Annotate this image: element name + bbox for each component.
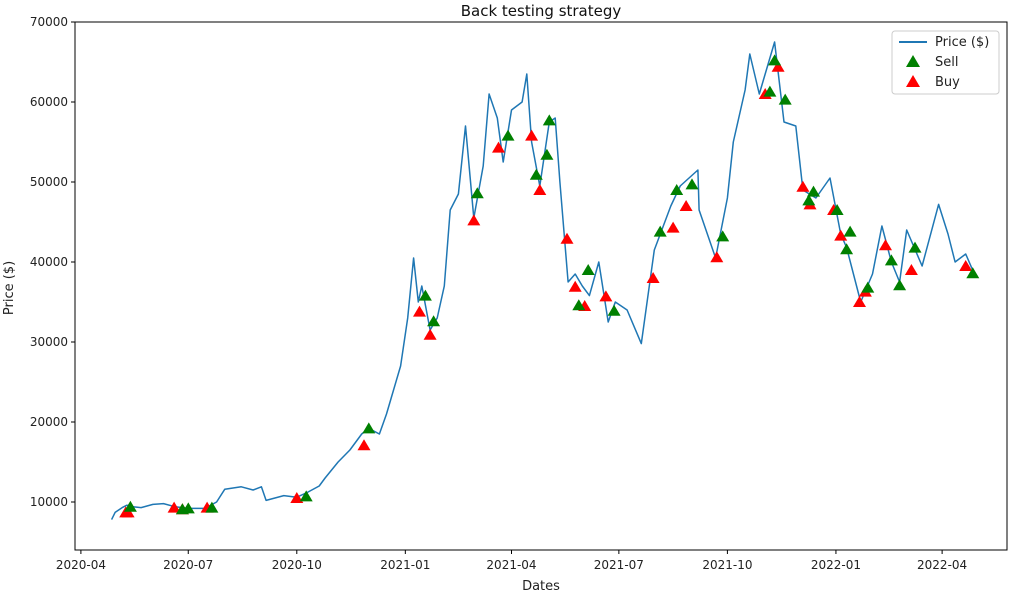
buy-marker [167,501,181,513]
y-axis-label: Price ($) [2,261,17,315]
sell-marker [299,490,313,502]
sell-marker [362,422,376,434]
x-tick-label: 2020-04 [56,558,106,572]
sell-marker [205,501,219,513]
buy-marker [853,296,866,307]
y-tick-label: 20000 [30,415,68,429]
buy-marker [710,251,724,263]
sell-marker [884,254,898,266]
sell-marker [840,243,854,255]
sell-marker [529,168,543,180]
buy-marker [121,506,135,518]
legend-price-label: Price ($) [935,35,989,50]
sell-marker [778,93,792,105]
y-tick-label: 50000 [30,175,68,189]
buy-marker [492,141,505,153]
x-tick-label: 2020-07 [163,558,213,572]
sell-marker [470,187,484,199]
sell-marker [893,279,907,291]
sell-marker [181,502,195,514]
legend-box [891,30,1000,95]
buy-marker [904,264,918,275]
buy-marker [599,290,613,302]
x-tick-label: 2022-04 [917,558,967,572]
sell-marker [418,289,432,301]
buy-marker [666,221,680,233]
sell-marker [670,184,684,195]
sell-marker [861,281,875,293]
buy-marker [879,239,892,251]
sell-marker [572,299,586,311]
legend-sell-swatch [906,55,920,67]
sell-marker [768,54,782,66]
buy-marker [796,180,810,192]
sell-marker [908,241,922,253]
buy-marker [467,214,481,226]
legend-buy-label: Buy [935,75,960,90]
buy-marker [679,200,693,211]
sell-marker [542,114,556,126]
x-axis: 2020-04 2020-07 2020-10 2021-01 2021-04 2021-… [56,550,967,572]
legend-buy-swatch [906,75,920,87]
buy-marker [834,229,848,241]
y-tick-label: 30000 [30,335,68,349]
y-axis: 10000 20000 30000 40000 50000 60000 70000 [30,15,75,509]
x-tick-label: 2021-01 [380,558,430,572]
y-tick-label: 10000 [30,495,68,509]
sell-marker [843,225,857,237]
plot-area [110,41,980,520]
x-axis-label: Dates [522,579,560,594]
buy-marker [568,280,582,292]
sell-marker [501,129,515,141]
sell-marker [966,267,980,279]
legend-sell-label: Sell [935,55,958,70]
sell-marker [807,185,820,197]
x-tick-label: 2021-04 [486,558,536,572]
x-tick-label: 2021-10 [702,558,752,572]
sell-marker [830,204,844,215]
sell-marker [581,264,595,275]
buy-marker [525,129,539,141]
sell-marker [802,194,816,206]
sell-marker [685,178,699,190]
x-tick-label: 2021-07 [594,558,644,572]
sell-marker [540,148,554,160]
axes-frame [74,21,1008,551]
y-tick-label: 70000 [30,15,68,29]
buy-marker [357,439,371,451]
sell-marker [607,304,621,316]
y-tick-label: 60000 [30,95,68,109]
sell-marker [763,85,777,97]
x-tick-label: 2020-10 [272,558,322,572]
sell-marker [123,500,137,512]
buy-marker [423,328,437,340]
buy-marker [290,492,304,503]
sell-marker [653,225,667,237]
buy-marker [533,184,547,195]
buy-marker [771,60,785,72]
legend: Price ($) Sell Buy [891,30,1000,95]
chart-title: Back testing strategy [461,2,622,20]
y-tick-label: 40000 [30,255,68,269]
buy-marker [560,232,574,244]
sell-marker [716,230,730,242]
x-tick-label: 2022-01 [811,558,861,572]
buy-marker [646,272,660,283]
buy-marker [413,305,426,317]
buy-marker [959,260,973,271]
sell-marker [427,315,441,327]
